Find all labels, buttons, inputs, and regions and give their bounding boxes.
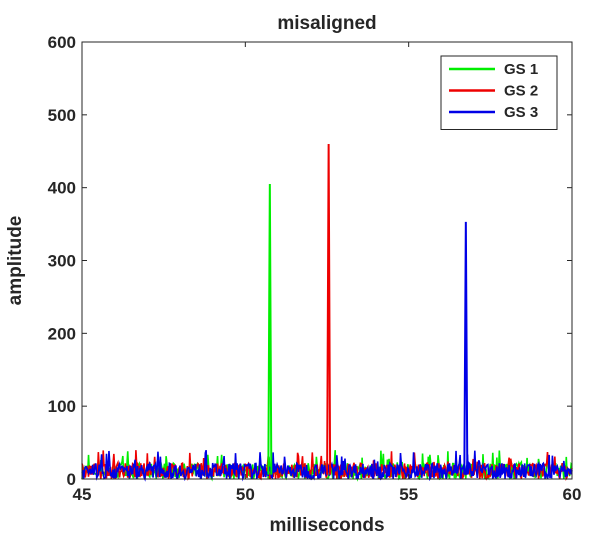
y-tick-label: 300 <box>48 252 76 271</box>
y-axis-label: amplitude <box>5 216 26 306</box>
x-tick-label: 60 <box>563 485 582 504</box>
x-tick-label: 55 <box>399 485 418 504</box>
chart-title: misaligned <box>277 13 376 34</box>
series-peak-2 <box>326 143 332 475</box>
y-tick-label: 600 <box>48 33 76 52</box>
legend-box <box>440 55 558 130</box>
x-tick-label: 50 <box>236 485 255 504</box>
series-peak-1 <box>267 184 273 475</box>
legend-label-2: GS 2 <box>504 83 538 100</box>
y-tick-label: 500 <box>48 106 76 125</box>
y-tick-label: 400 <box>48 179 76 198</box>
legend-label-1: GS 1 <box>504 61 538 78</box>
legend-label-3: GS 3 <box>504 104 538 121</box>
x-tick-label: 45 <box>73 485 92 504</box>
x-axis-label: milliseconds <box>269 515 384 536</box>
y-tick-label: 100 <box>48 397 76 416</box>
peak-layer <box>267 143 469 475</box>
y-tick-label: 0 <box>67 470 76 489</box>
series-peak-3 <box>463 221 469 475</box>
legend: GS 1 GS 2 GS 3 <box>440 55 558 130</box>
y-tick-label: 200 <box>48 324 76 343</box>
